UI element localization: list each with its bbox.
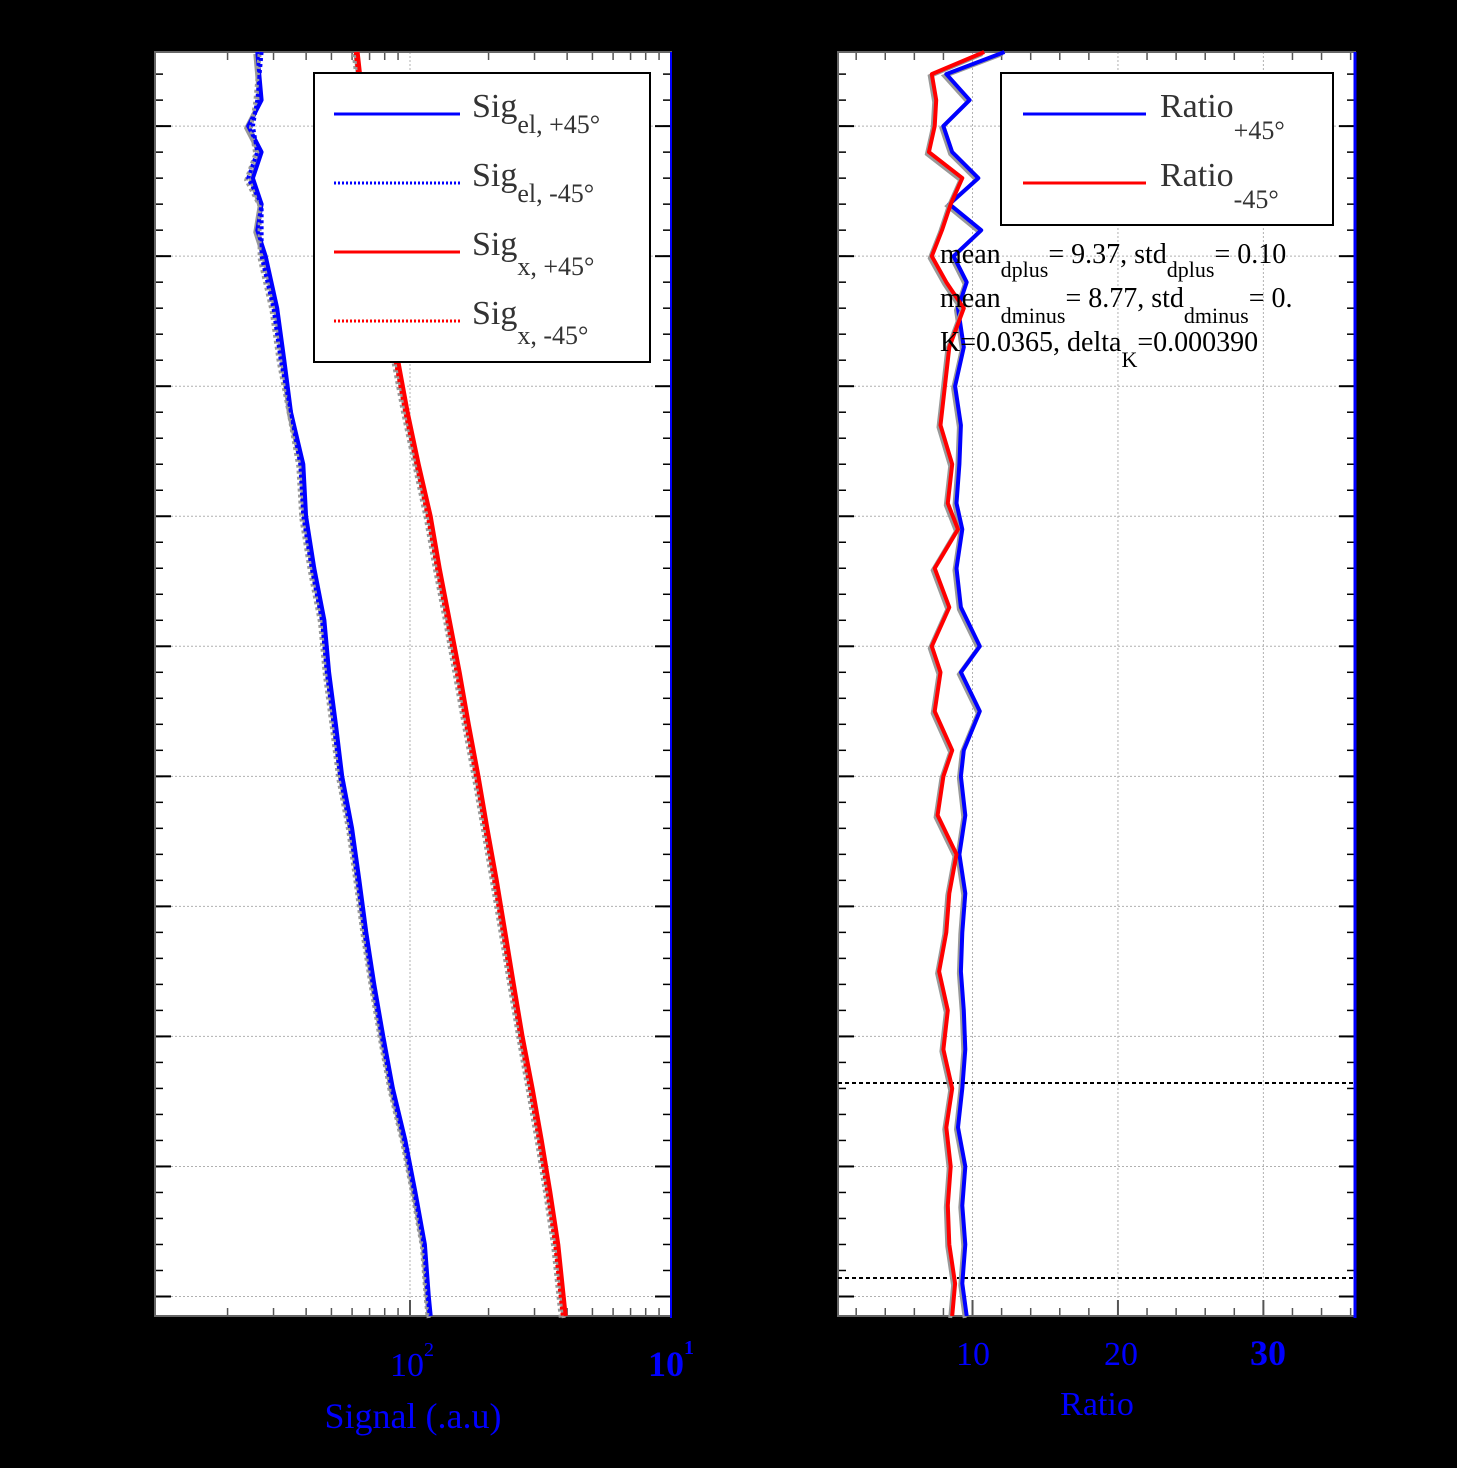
- stats-annotation: meandplus= 9.37, stddplus= 0.10 meandmin…: [940, 239, 1293, 372]
- right-grid: [838, 52, 1355, 1316]
- stats-line-dplus: meandplus= 9.37, stddplus= 0.10: [940, 239, 1286, 282]
- left-xtick-label: 101: [648, 1337, 694, 1384]
- legend-label: Sigel, +45°: [472, 88, 600, 139]
- legend-label: Sigx, +45°: [472, 226, 594, 281]
- legend-label: Ratio+45°: [1160, 88, 1285, 145]
- series-line: [941, 50, 1006, 1317]
- left-legend: Sigel, +45° Sigel, -45° Sigx, +45° Sigx,…: [313, 72, 651, 363]
- right-axis-ticks: [837, 51, 1356, 1317]
- right-xtick-label: 20: [1104, 1336, 1138, 1373]
- right-xlabel: Ratio: [1060, 1386, 1134, 1423]
- right-xtick-label: 30: [1250, 1333, 1286, 1373]
- right-plot-area: [838, 52, 1355, 1316]
- legend-label: Ratio-45°: [1160, 157, 1279, 214]
- right-series: [924, 50, 1006, 1319]
- left-xlabel: Signal (.a.u): [325, 1396, 502, 1436]
- legend-label: Sigel, -45°: [472, 157, 594, 208]
- series-line: [246, 51, 433, 1317]
- left-panel: Sigel, +45° Sigel, -45° Sigx, +45° Sigx,…: [154, 51, 694, 1436]
- right-panel: Ratio+45° Ratio-45° meandplus= 9.37, std…: [837, 50, 1357, 1423]
- right-legend-box: [1000, 72, 1334, 226]
- left-xtick-label: 102: [390, 1339, 434, 1384]
- left-legend-box: [313, 72, 651, 363]
- series-shadow: [244, 53, 430, 1319]
- right-legend: Ratio+45° Ratio-45°: [1000, 72, 1334, 226]
- series-shadow: [243, 53, 431, 1319]
- stats-line-dminus: meandminus= 8.77, stddminus= 0.: [940, 283, 1293, 328]
- right-xtick-label: 10: [956, 1336, 990, 1373]
- series-line: [926, 50, 985, 1317]
- series-line: [246, 51, 432, 1317]
- legend-label: Sigx, -45°: [472, 295, 588, 350]
- stats-line-k: K=0.0365, deltaK=0.000390: [940, 327, 1258, 372]
